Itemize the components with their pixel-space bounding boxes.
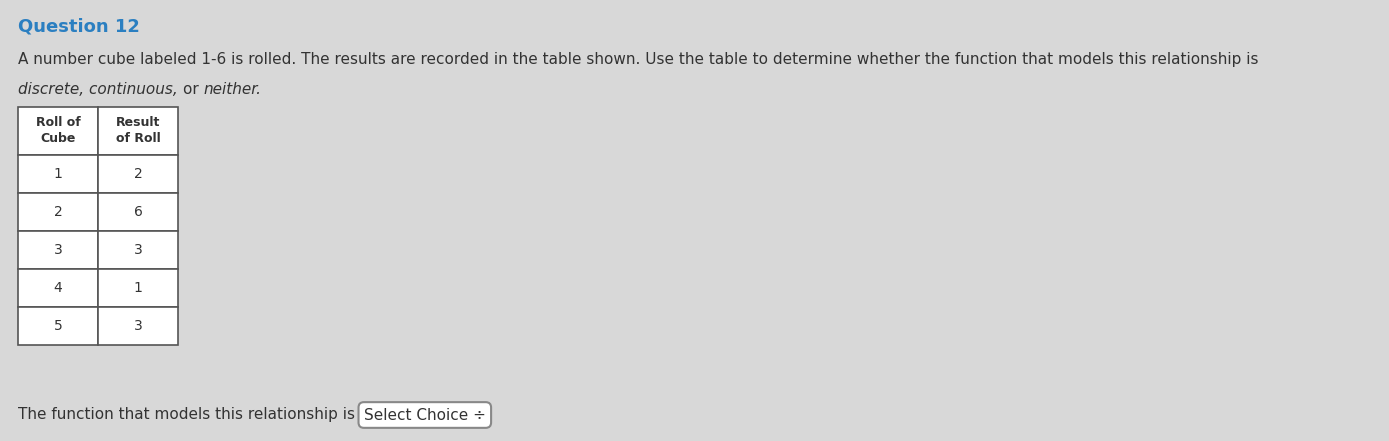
Text: 1: 1 <box>54 167 63 181</box>
Text: continuous,: continuous, <box>89 82 182 97</box>
Text: 5: 5 <box>54 319 63 333</box>
Bar <box>99 307 178 345</box>
Text: Cube: Cube <box>40 132 75 146</box>
Text: 3: 3 <box>54 243 63 257</box>
Bar <box>99 155 178 193</box>
Bar <box>18 107 99 155</box>
Text: or: or <box>182 82 203 97</box>
Text: Question 12: Question 12 <box>18 18 140 36</box>
Bar <box>18 193 99 231</box>
Bar <box>99 107 178 155</box>
Text: Select Choice ÷: Select Choice ÷ <box>364 407 486 422</box>
Text: of Roll: of Roll <box>115 132 160 146</box>
Text: 1: 1 <box>133 281 143 295</box>
Text: A number cube labeled 1-6 is rolled. The results are recorded in the table shown: A number cube labeled 1-6 is rolled. The… <box>18 52 1258 67</box>
Text: 2: 2 <box>54 205 63 219</box>
Bar <box>18 231 99 269</box>
Text: 3: 3 <box>133 319 143 333</box>
Bar <box>99 193 178 231</box>
Text: 3: 3 <box>133 243 143 257</box>
Text: Result: Result <box>115 116 160 130</box>
Text: 4: 4 <box>54 281 63 295</box>
Bar <box>99 231 178 269</box>
Text: Roll of: Roll of <box>36 116 81 130</box>
Bar <box>18 307 99 345</box>
Text: neither.: neither. <box>203 82 261 97</box>
Bar <box>18 155 99 193</box>
Text: 6: 6 <box>133 205 143 219</box>
Text: discrete,: discrete, <box>18 82 89 97</box>
Text: 2: 2 <box>133 167 143 181</box>
Bar <box>99 269 178 307</box>
Text: The function that models this relationship is: The function that models this relationsh… <box>18 407 360 422</box>
Bar <box>18 269 99 307</box>
